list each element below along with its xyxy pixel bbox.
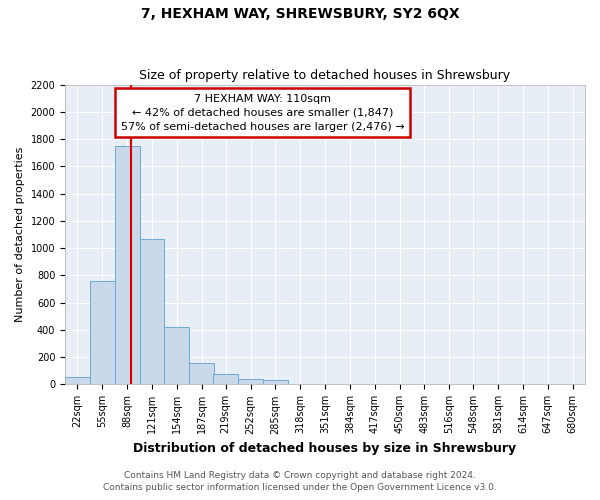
Text: Contains HM Land Registry data © Crown copyright and database right 2024.
Contai: Contains HM Land Registry data © Crown c…: [103, 471, 497, 492]
X-axis label: Distribution of detached houses by size in Shrewsbury: Distribution of detached houses by size …: [133, 442, 517, 455]
Bar: [189, 364, 214, 384]
Bar: [140, 240, 164, 384]
Bar: [213, 374, 238, 384]
Title: Size of property relative to detached houses in Shrewsbury: Size of property relative to detached ho…: [139, 69, 511, 82]
Bar: [164, 326, 189, 384]
Text: 7 HEXHAM WAY: 110sqm
← 42% of detached houses are smaller (1,847)
57% of semi-de: 7 HEXHAM WAY: 110sqm ← 42% of detached h…: [121, 94, 404, 132]
Text: 7, HEXHAM WAY, SHREWSBURY, SY2 6QX: 7, HEXHAM WAY, SHREWSBURY, SY2 6QX: [140, 8, 460, 22]
Bar: [263, 380, 288, 384]
Bar: [90, 281, 115, 384]
Y-axis label: Number of detached properties: Number of detached properties: [15, 147, 25, 322]
Bar: [115, 146, 140, 384]
Bar: [238, 379, 263, 384]
Bar: [65, 377, 90, 384]
